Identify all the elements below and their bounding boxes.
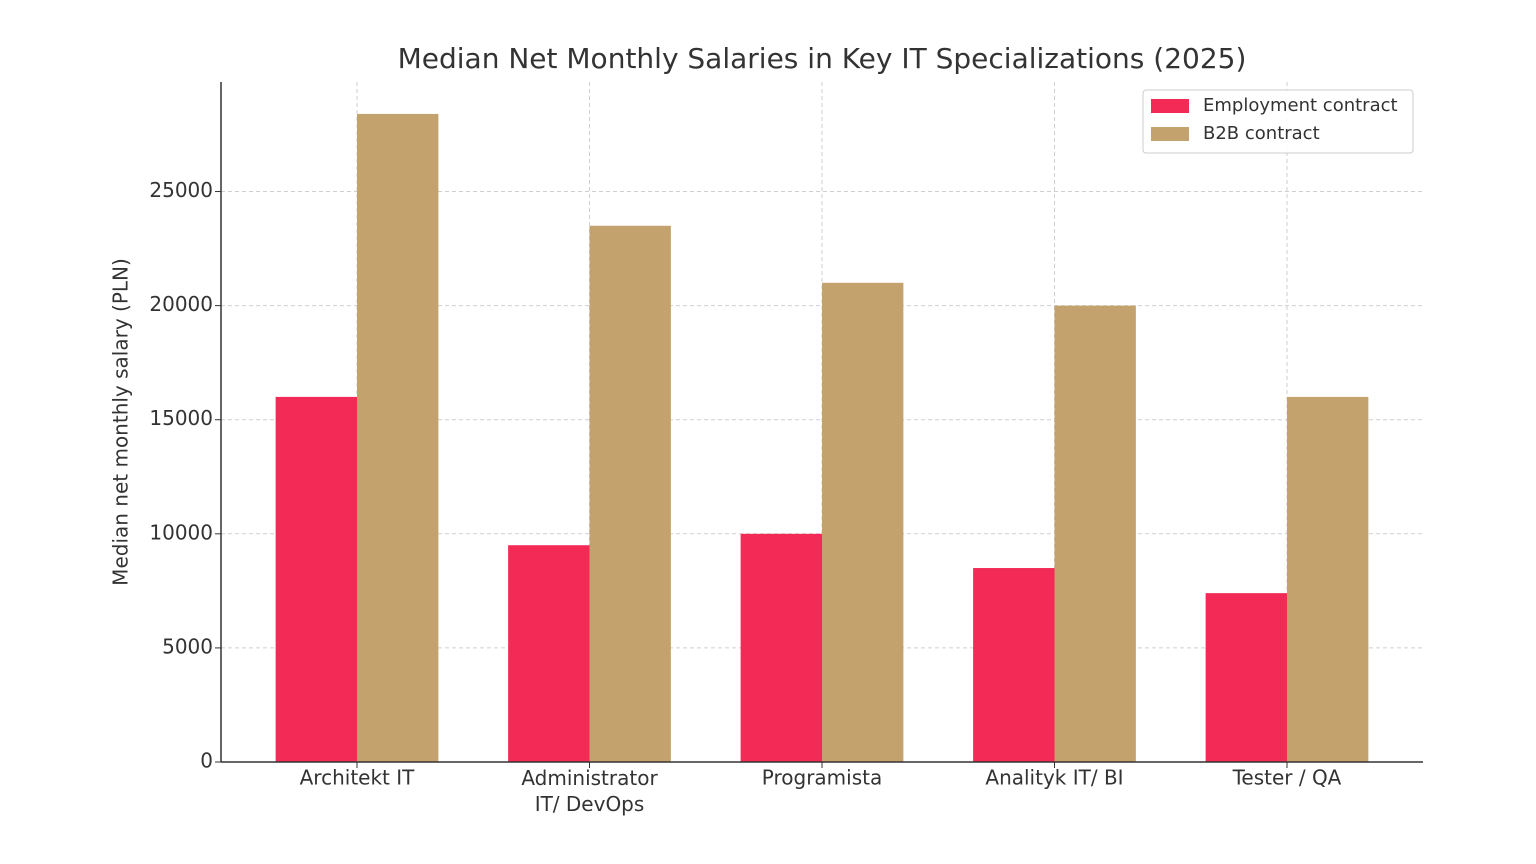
bar (973, 568, 1055, 762)
legend-swatch (1151, 99, 1189, 113)
y-tick-label: 5000 (162, 634, 213, 658)
x-tick-label: Analityk IT/ BI (985, 766, 1123, 790)
x-tick-label: Programista (762, 766, 882, 790)
legend-box (1142, 89, 1414, 154)
bar (357, 113, 439, 763)
x-tick-label: Administrator IT/ DevOps (521, 766, 658, 816)
bar (589, 225, 671, 762)
bar (1054, 305, 1136, 762)
x-tick-label: Architekt IT (300, 766, 416, 790)
y-axis-label: Median net monthly salary (PLN) (109, 258, 133, 586)
y-tick-label: 15000 (149, 406, 213, 430)
legend-swatch (1151, 127, 1189, 141)
y-tick-label: 25000 (149, 178, 213, 202)
y-tick-label: 0 (200, 749, 213, 773)
y-tick-label: 20000 (149, 292, 213, 316)
bar (740, 533, 822, 762)
y-tick-label: 10000 (149, 520, 213, 544)
legend-label: B2B contract (1203, 123, 1320, 144)
bar (822, 282, 904, 762)
bar (1205, 593, 1287, 762)
chart-title: Median Net Monthly Salaries in Key IT Sp… (398, 42, 1247, 75)
legend-label: Employment contract (1203, 95, 1398, 116)
bar (508, 545, 590, 762)
bar (1286, 396, 1369, 762)
bar (275, 396, 358, 762)
x-tick-label: Tester / QA (1232, 766, 1342, 790)
